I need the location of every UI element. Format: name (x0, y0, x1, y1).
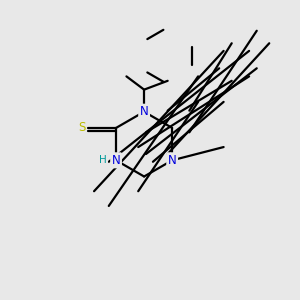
Text: N: N (112, 154, 120, 167)
Text: H: H (99, 155, 107, 165)
Text: S: S (78, 122, 85, 134)
Text: N: N (168, 154, 176, 167)
Text: N: N (140, 105, 148, 118)
